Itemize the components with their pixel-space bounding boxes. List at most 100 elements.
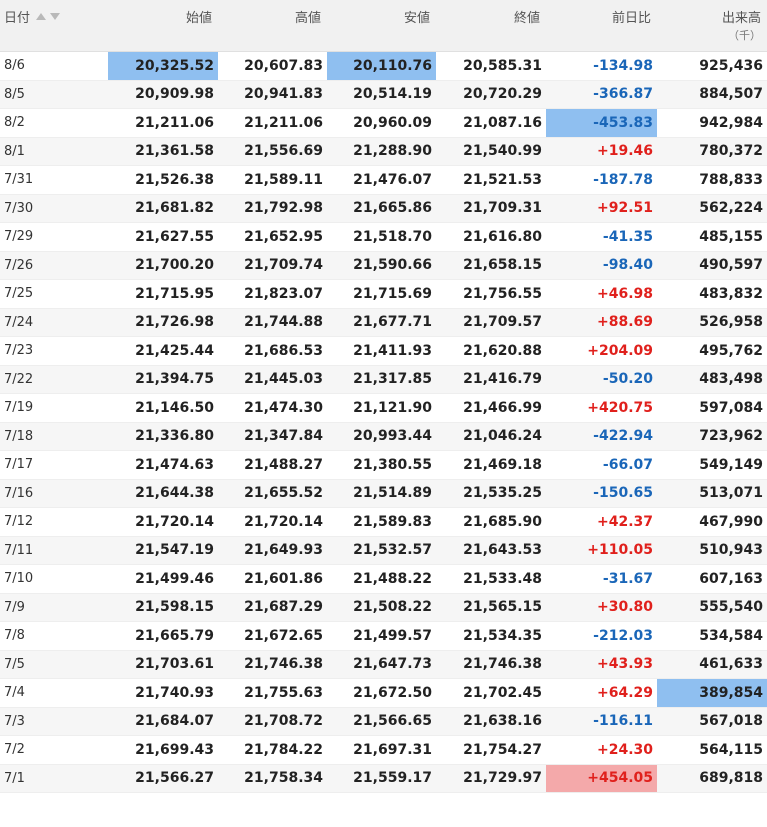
table-row: 8/6 20,325.52 20,607.83 20,110.76 20,585.31-… [0, 51, 767, 81]
cell-volume: 513,071 [657, 479, 767, 508]
cell-open: 21,699.43 [108, 735, 218, 765]
cell-close: 21,709.31 [436, 194, 546, 223]
cell-low: 21,317.85 [327, 365, 436, 394]
cell-high: 21,744.88 [218, 308, 327, 337]
cell-date: 7/29 [0, 222, 108, 252]
cell-open: 21,681.82 [108, 194, 218, 223]
cell-low: 21,288.90 [327, 137, 436, 166]
header-diff: 前日比 [546, 0, 657, 52]
cell-low: 21,559.17 [327, 764, 436, 793]
table-row: 7/10 21,499.46 21,601.86 21,488.22 21,533.48… [0, 564, 767, 594]
cell-close: 21,685.90 [436, 507, 546, 537]
cell-open: 21,627.55 [108, 222, 218, 252]
table-row: 7/22 21,394.75 21,445.03 21,317.85 21,416.79… [0, 365, 767, 394]
cell-volume: 389,854 [657, 678, 767, 708]
cell-high: 20,941.83 [218, 80, 327, 109]
header-date[interactable]: 日付 [0, 0, 108, 52]
cell-close: 21,729.97 [436, 764, 546, 793]
table-row: 7/19 21,146.50 21,474.30 21,121.90 21,466.99… [0, 393, 767, 423]
cell-volume: 689,818 [657, 764, 767, 793]
table-row: 8/2 21,211.06 21,211.06 20,960.09 21,087.16-… [0, 108, 767, 138]
cell-high: 21,687.29 [218, 593, 327, 622]
cell-high: 21,746.38 [218, 650, 327, 679]
cell-open: 20,909.98 [108, 80, 218, 109]
cell-diff: -453.83 [546, 108, 657, 138]
cell-open: 21,644.38 [108, 479, 218, 508]
cell-diff: +88.69 [546, 308, 657, 337]
cell-close: 20,585.31 [436, 51, 546, 81]
cell-diff: +43.93 [546, 650, 657, 679]
cell-volume: 562,224 [657, 194, 767, 223]
cell-diff: +42.37 [546, 507, 657, 537]
cell-date: 7/23 [0, 336, 108, 366]
cell-low: 21,589.83 [327, 507, 436, 537]
cell-diff: +24.30 [546, 735, 657, 765]
cell-diff: -66.07 [546, 450, 657, 480]
cell-close: 21,643.53 [436, 536, 546, 565]
cell-date: 7/17 [0, 450, 108, 480]
cell-volume: 483,498 [657, 365, 767, 394]
cell-open: 21,715.95 [108, 279, 218, 309]
cell-diff: -41.35 [546, 222, 657, 252]
cell-diff: -31.67 [546, 564, 657, 594]
table-row: 7/11 21,547.19 21,649.93 21,532.57 21,643.53… [0, 536, 767, 565]
cell-low: 21,647.73 [327, 650, 436, 679]
cell-close: 21,746.38 [436, 650, 546, 679]
cell-volume: 564,115 [657, 735, 767, 765]
cell-low: 21,380.55 [327, 450, 436, 480]
cell-date: 7/18 [0, 422, 108, 451]
cell-close: 21,521.53 [436, 165, 546, 195]
cell-date: 7/31 [0, 165, 108, 195]
cell-diff: +454.05 [546, 764, 657, 793]
header-high: 高値 [218, 0, 327, 52]
cell-low: 21,590.66 [327, 251, 436, 280]
header-close-label: 終値 [513, 11, 540, 26]
cell-low: 21,672.50 [327, 678, 436, 708]
cell-high: 21,686.53 [218, 336, 327, 366]
price-history-table: 日付 始値 高値 安値 終値 前日比 出来高 （千） 8/6 20,325.52 2… [0, 0, 767, 793]
sort-up-icon[interactable] [36, 13, 47, 20]
cell-diff: -98.40 [546, 251, 657, 280]
cell-close: 20,720.29 [436, 80, 546, 109]
cell-high: 21,652.95 [218, 222, 327, 252]
cell-volume: 461,633 [657, 650, 767, 679]
table-row: 7/26 21,700.20 21,709.74 21,590.66 21,658.15… [0, 251, 767, 280]
table-row: 7/17 21,474.63 21,488.27 21,380.55 21,469.18… [0, 450, 767, 480]
cell-low: 21,499.57 [327, 621, 436, 651]
cell-open: 21,425.44 [108, 336, 218, 366]
cell-high: 21,792.98 [218, 194, 327, 223]
cell-close: 21,658.15 [436, 251, 546, 280]
table-row: 7/16 21,644.38 21,655.52 21,514.89 21,535.25… [0, 479, 767, 508]
cell-volume: 549,149 [657, 450, 767, 480]
table-row: 7/25 21,715.95 21,823.07 21,715.69 21,756.55… [0, 279, 767, 309]
cell-close: 21,702.45 [436, 678, 546, 708]
cell-volume: 942,984 [657, 108, 767, 138]
cell-open: 21,740.93 [108, 678, 218, 708]
sort-down-icon[interactable] [50, 13, 61, 20]
cell-date: 7/16 [0, 479, 108, 508]
cell-high: 21,589.11 [218, 165, 327, 195]
cell-low: 21,677.71 [327, 308, 436, 337]
cell-open: 21,598.15 [108, 593, 218, 622]
cell-high: 21,720.14 [218, 507, 327, 537]
cell-close: 21,466.99 [436, 393, 546, 423]
cell-volume: 483,832 [657, 279, 767, 309]
cell-open: 21,211.06 [108, 108, 218, 138]
cell-date: 7/1 [0, 764, 108, 793]
cell-close: 21,540.99 [436, 137, 546, 166]
cell-high: 21,672.65 [218, 621, 327, 651]
cell-open: 21,499.46 [108, 564, 218, 594]
cell-diff: +64.29 [546, 678, 657, 708]
cell-close: 21,087.16 [436, 108, 546, 138]
cell-close: 21,565.15 [436, 593, 546, 622]
table-row: 7/31 21,526.38 21,589.11 21,476.07 21,521.53… [0, 165, 767, 195]
header-diff-label: 前日比 [611, 11, 651, 26]
cell-high: 21,784.22 [218, 735, 327, 765]
cell-diff: +46.98 [546, 279, 657, 309]
cell-diff: -187.78 [546, 165, 657, 195]
cell-close: 21,535.25 [436, 479, 546, 508]
table-row: 7/3 21,684.07 21,708.72 21,566.65 21,638.16-… [0, 707, 767, 736]
cell-low: 21,715.69 [327, 279, 436, 309]
cell-high: 21,445.03 [218, 365, 327, 394]
cell-date: 7/19 [0, 393, 108, 423]
